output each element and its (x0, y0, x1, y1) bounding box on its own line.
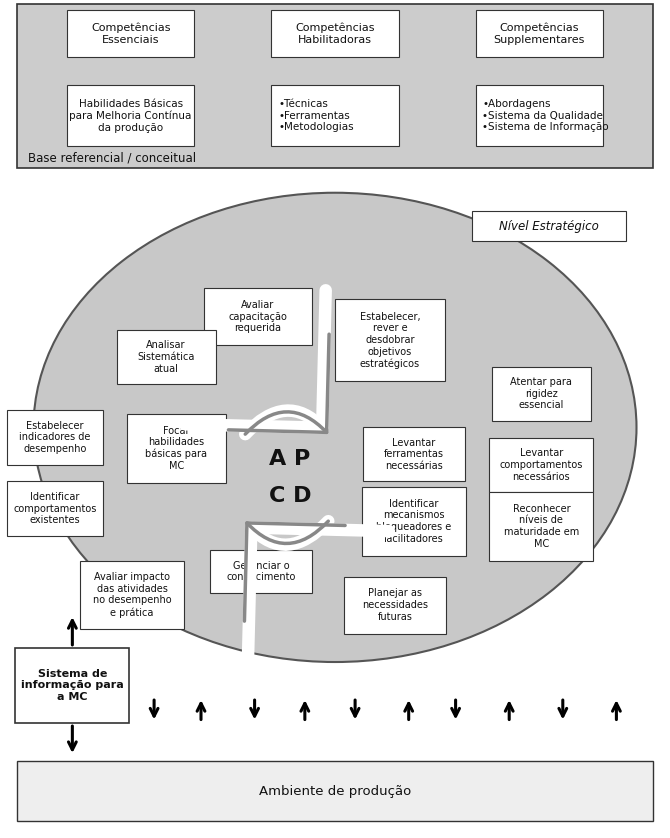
FancyBboxPatch shape (80, 561, 184, 629)
FancyBboxPatch shape (472, 211, 626, 241)
Text: Habilidades Básicas
para Melhoria Contínua
da produção: Habilidades Básicas para Melhoria Contín… (70, 99, 192, 132)
Text: A P: A P (269, 449, 311, 469)
Text: Sistema de
informação para
a MC: Sistema de informação para a MC (21, 669, 124, 702)
Text: Focar
habilidades
básicas para
MC: Focar habilidades básicas para MC (145, 426, 207, 471)
FancyBboxPatch shape (362, 487, 466, 556)
Text: Competências
Supplementares: Competências Supplementares (494, 23, 585, 44)
FancyBboxPatch shape (17, 4, 653, 168)
FancyBboxPatch shape (271, 85, 399, 146)
FancyBboxPatch shape (117, 329, 216, 384)
Text: Estabelecer,
rever e
desdobrar
objetivos
estratégicos: Estabelecer, rever e desdobrar objetivos… (360, 312, 420, 369)
FancyArrowPatch shape (185, 290, 326, 434)
FancyBboxPatch shape (7, 481, 103, 536)
FancyBboxPatch shape (204, 288, 312, 345)
Text: •Técnicas
•Ferramentas
•Metodologias: •Técnicas •Ferramentas •Metodologias (278, 99, 354, 132)
Text: Reconhecer
níveis de
maturidade em
MC: Reconhecer níveis de maturidade em MC (504, 504, 579, 549)
Ellipse shape (34, 193, 636, 662)
Text: Base referencial / conceitual: Base referencial / conceitual (28, 151, 196, 164)
FancyArrowPatch shape (248, 521, 389, 665)
Text: Identificar
mecanismos
bloqueadores e
facilitadores: Identificar mecanismos bloqueadores e fa… (377, 499, 452, 544)
Text: C D: C D (269, 486, 312, 506)
FancyBboxPatch shape (334, 299, 445, 381)
Text: Ambiente de produção: Ambiente de produção (259, 784, 411, 798)
Text: Planejar as
necessidades
futuras: Planejar as necessidades futuras (362, 588, 428, 622)
FancyBboxPatch shape (210, 550, 312, 593)
FancyBboxPatch shape (344, 577, 446, 634)
Text: Identificar
comportamentos
existentes: Identificar comportamentos existentes (13, 492, 96, 525)
Text: Competências
Habilitadoras: Competências Habilitadoras (295, 23, 375, 44)
FancyBboxPatch shape (127, 414, 226, 483)
Text: Estabelecer
indicadores de
desempenho: Estabelecer indicadores de desempenho (19, 421, 90, 454)
FancyBboxPatch shape (17, 761, 653, 821)
FancyBboxPatch shape (15, 648, 129, 723)
FancyArrowPatch shape (245, 521, 345, 621)
FancyBboxPatch shape (489, 492, 594, 561)
FancyBboxPatch shape (476, 85, 603, 146)
Text: Levantar
comportamentos
necessários: Levantar comportamentos necessários (500, 448, 583, 482)
FancyArrowPatch shape (228, 334, 329, 434)
Text: •Abordagens
•Sistema da Qualidade
•Sistema de Informação: •Abordagens •Sistema da Qualidade •Siste… (482, 99, 609, 132)
Text: Gerenciar o
conhecimento: Gerenciar o conhecimento (226, 561, 296, 582)
Text: Competências
Essenciais: Competências Essenciais (91, 23, 170, 44)
Text: Nível Estratégico: Nível Estratégico (499, 220, 600, 233)
FancyBboxPatch shape (492, 367, 591, 421)
FancyBboxPatch shape (7, 411, 103, 464)
FancyBboxPatch shape (476, 10, 603, 57)
Text: Levantar
ferramentas
necessárias: Levantar ferramentas necessárias (384, 437, 444, 471)
FancyBboxPatch shape (363, 427, 465, 481)
FancyBboxPatch shape (489, 437, 594, 493)
FancyBboxPatch shape (271, 10, 399, 57)
Text: Analisar
Sistemática
atual: Analisar Sistemática atual (137, 340, 195, 374)
FancyBboxPatch shape (67, 10, 194, 57)
Text: Avaliar
capacitação
requerida: Avaliar capacitação requerida (228, 300, 287, 334)
Text: Atentar para
rigidez
essencial: Atentar para rigidez essencial (511, 377, 572, 411)
Text: Avaliar impacto
das atividades
no desempenho
e prática: Avaliar impacto das atividades no desemp… (92, 572, 172, 618)
FancyBboxPatch shape (67, 85, 194, 146)
